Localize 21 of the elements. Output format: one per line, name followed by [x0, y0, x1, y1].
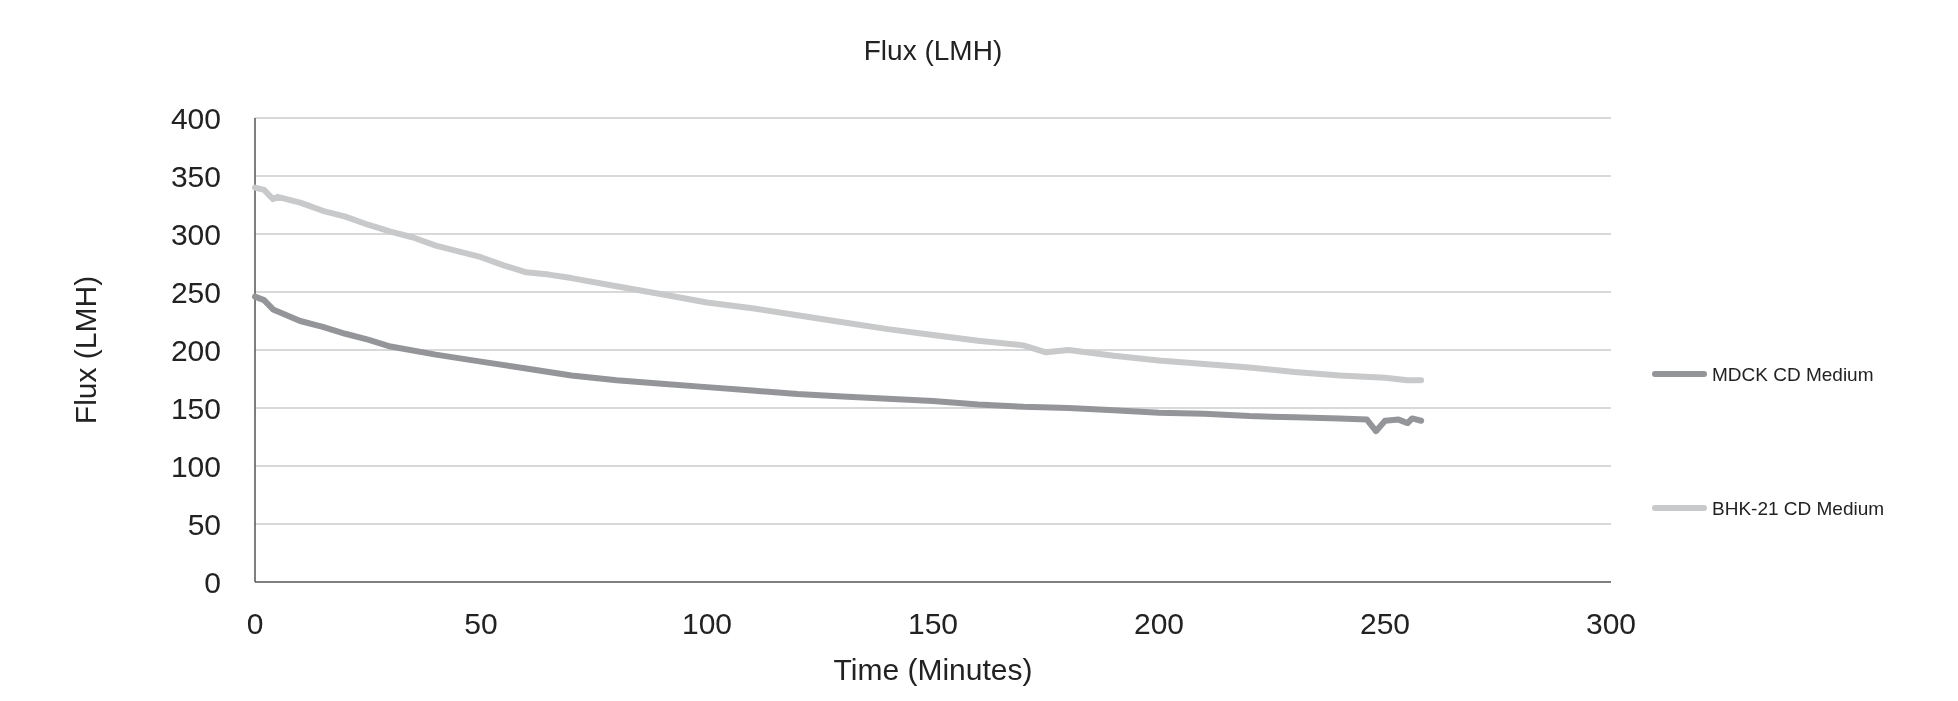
- x-tick-label: 200: [1133, 607, 1185, 640]
- x-axis-title: Time (Minutes): [833, 653, 1033, 686]
- x-tick-label: 150: [907, 607, 959, 640]
- chart-title: Flux (LMH): [863, 35, 1003, 66]
- y-axis-title: Flux (LMH): [69, 275, 102, 425]
- y-tick-label: 150: [170, 391, 221, 425]
- y-tick-label: 50: [187, 507, 221, 541]
- y-tick-label: 300: [170, 217, 221, 251]
- y-tick-label: 0: [204, 565, 221, 599]
- x-tick-label: 0: [246, 607, 264, 640]
- legend-label: MDCK CD Medium: [1712, 363, 1874, 385]
- x-tick-label: 50: [464, 607, 498, 640]
- y-tick-label: 350: [170, 159, 221, 193]
- y-tick-label: 200: [170, 333, 221, 367]
- legend-label: BHK-21 CD Medium: [1712, 497, 1885, 519]
- y-tick-label: 100: [170, 449, 221, 483]
- x-tick-label: 100: [681, 607, 733, 640]
- y-tick-label: 400: [170, 101, 221, 135]
- x-tick-label: 250: [1359, 607, 1411, 640]
- y-tick-label: 250: [170, 275, 221, 309]
- x-tick-label: 300: [1585, 607, 1637, 640]
